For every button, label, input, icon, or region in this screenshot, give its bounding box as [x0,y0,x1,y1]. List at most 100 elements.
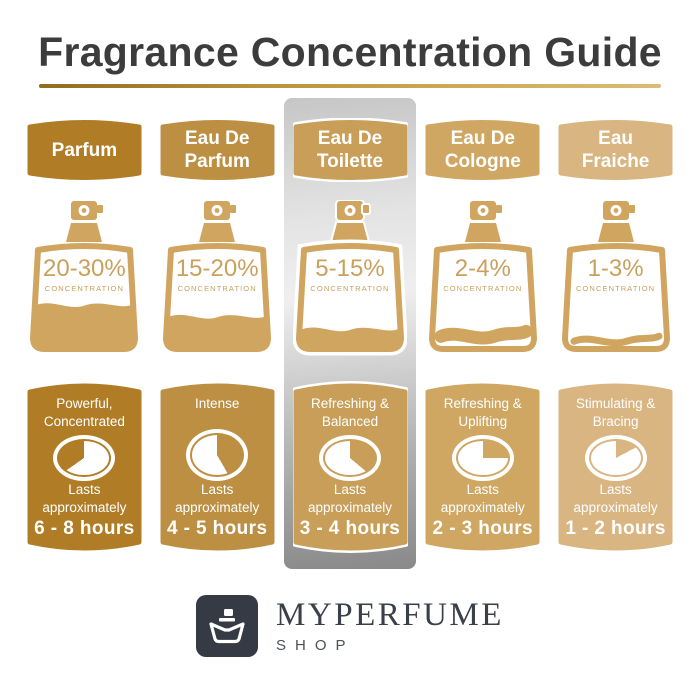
info-card: Refreshing & Uplifting Lasts approximate… [425,381,540,553]
concentration-text: 20-30% CONCENTRATION [27,257,141,294]
concentration-percent: 15-20% [175,255,259,283]
clock-icon [186,429,249,481]
badge-line2: Cologne [444,151,521,173]
page-title: Fragrance Concentration Guide [38,29,662,75]
perfume-bottle: 2-4% CONCENTRATION [426,200,540,360]
duration-value: 6 - 8 hours [34,518,135,540]
character-description: Powerful, Concentrated [44,395,125,431]
column-parfum: Parfum 20-30% CONCENTRATION Powerful, Co… [18,98,151,569]
badge-line1: Eau [598,127,634,149]
character-description: Intense [195,395,239,426]
type-badge: Eau De Toilette [290,117,410,183]
perfume-bottle: 20-30% CONCENTRATION [27,200,141,360]
type-badge: Eau De Cologne [425,118,540,182]
perfume-bottle: 15-20% CONCENTRATION [160,200,274,360]
desc-line1: Refreshing & [310,396,390,412]
card-content: Intense Lasts approximately 4 - 5 hours [160,381,275,553]
footer-logo: MYPERFUME SHOP [0,595,700,658]
fragrance-type-label: Eau De Parfum [160,118,275,182]
badge-shape [558,118,673,182]
concentration-text: 1-3% CONCENTRATION [559,255,673,294]
bottle-illustration [160,200,274,360]
character-description: Refreshing & Balanced [311,395,389,431]
concentration-caption: CONCENTRATION [177,284,257,294]
fragrance-type-label: Eau De Toilette [293,118,408,182]
badge-line1: Parfum [51,139,118,161]
lasts-label: Lasts approximately [573,482,658,515]
duration-value: 2 - 3 hours [432,518,534,540]
clock-icon [451,434,514,481]
clock-pie [457,440,508,475]
desc-line1: Intense [195,396,240,412]
character-description: Refreshing & Uplifting [444,395,522,431]
badge-line1: Eau De [450,127,515,149]
desc-line2: Balanced [321,414,379,430]
clock-icon [584,434,647,481]
brand-text: MYPERFUME SHOP [276,596,504,654]
clock-icon [318,434,381,481]
clock-pie [59,440,110,475]
desc-line2: Bracing [592,414,639,430]
card-content: Stimulating & Bracing Lasts approximatel… [558,381,673,553]
fragrance-type-label: Eau De Cologne [425,118,540,182]
concentration-text: 2-4% CONCENTRATION [426,255,540,294]
lasts-label: Lasts approximately [175,482,260,515]
brand-subname: SHOP [276,636,355,654]
badge-shape [160,118,275,182]
concentration-text: 5-15% CONCENTRATION [293,255,407,294]
duration-value: 3 - 4 hours [299,518,401,540]
concentration-caption: CONCENTRATION [310,284,390,294]
clock-icon [53,434,116,481]
badge-shape [290,117,410,183]
column-eau-de-toilette: Eau De Toilette 5-15% CONCENTRATION Refr… [283,98,417,570]
badge-line1: Eau De [317,127,383,149]
bottle-illustration [292,199,408,360]
fragrance-type-label: Parfum [27,118,142,182]
bottle-illustration [426,200,540,360]
card-content: Refreshing & Balanced Lasts approximatel… [293,381,408,553]
bottle-illustration [27,200,141,360]
concentration-caption: CONCENTRATION [44,284,124,294]
column-eau-fraiche: Eau Fraiche 1-3% CONCENTRATION Stimulati… [549,98,682,569]
type-badge: Eau Fraiche [558,118,673,182]
desc-line2: Uplifting [458,414,508,430]
info-card: Powerful, Concentrated Lasts approximate… [27,381,142,553]
fragrance-columns: Parfum 20-30% CONCENTRATION Powerful, Co… [18,98,682,570]
duration-value: 4 - 5 hours [166,518,268,540]
type-badge: Eau De Parfum [160,118,275,182]
clock-pie [324,440,375,475]
desc-line2: Concentrated [43,414,125,430]
type-badge: Parfum [27,118,142,182]
column-eau-de-parfum: Eau De Parfum 15-20% CONCENTRATION Inten… [151,98,284,569]
desc-line1: Powerful, [56,396,113,412]
concentration-percent: 1-3% [587,255,644,283]
clock-pie [192,435,243,475]
badge-line2: Parfum [184,151,250,173]
column-eau-de-cologne: Eau De Cologne 2-4% CONCENTRATION Refres… [416,98,549,569]
myperfume-logo-icon [196,595,259,658]
badge-line1: Eau De [184,127,250,149]
brand-name: MYPERFUME [276,596,504,633]
character-description: Stimulating & Bracing [576,395,656,431]
info-card: Intense Lasts approximately 4 - 5 hours [160,381,275,553]
duration-value: 1 - 2 hours [565,518,666,540]
concentration-caption: CONCENTRATION [443,284,523,294]
lasts-label: Lasts approximately [440,482,525,515]
info-card: Stimulating & Bracing Lasts approximatel… [558,381,673,553]
perfume-bottle: 5-15% CONCENTRATION [292,199,408,360]
card-content: Refreshing & Uplifting Lasts approximate… [425,381,540,553]
concentration-caption: CONCENTRATION [575,284,656,294]
card-content: Powerful, Concentrated Lasts approximate… [27,381,142,553]
gold-divider [39,84,661,89]
perfume-bottle: 1-3% CONCENTRATION [559,200,673,360]
concentration-percent: 2-4% [454,255,511,283]
badge-line2: Toilette [316,151,384,173]
bottle-illustration [559,200,673,360]
badge-shape [27,118,142,182]
badge-shape [425,118,540,182]
clock-pie [590,440,641,475]
concentration-percent: 5-15% [315,255,385,283]
badge-line2: Fraiche [581,151,650,173]
fragrance-type-label: Eau Fraiche [558,118,673,182]
